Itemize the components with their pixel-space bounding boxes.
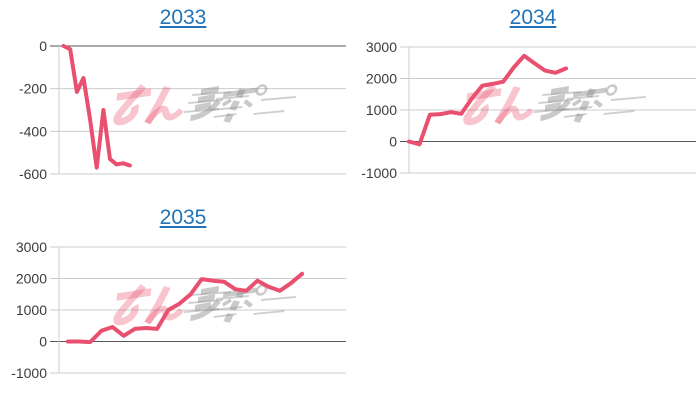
- chart-panel-1: 2033 0 -200 -400 -600 みんレポ: [0, 0, 350, 200]
- watermark-minrepo: みんレポ: [463, 84, 646, 126]
- series-line: [407, 53, 568, 147]
- y-axis-tick-label: -400: [19, 123, 47, 139]
- chart-panel-3: 2035 3000 2000 1000 0 -1000 みんレポ: [0, 200, 350, 400]
- y-axis-tick-label: -200: [19, 81, 47, 97]
- y-axis-tick-label: 3000: [366, 39, 397, 55]
- series-line: [61, 44, 132, 170]
- y-axis-tick-label: 2000: [16, 271, 47, 287]
- watermark-minrepo: みんレポ: [113, 84, 296, 126]
- chart-title-row: 2034: [350, 6, 700, 30]
- y-axis-tick-label: 0: [39, 38, 47, 54]
- series-line: [65, 271, 305, 345]
- chart-title-link[interactable]: 2033: [159, 6, 207, 29]
- y-axis-tick-label: -1000: [361, 165, 397, 181]
- y-axis-tick-label: -600: [19, 166, 47, 182]
- chart-title-link[interactable]: 2034: [509, 6, 557, 29]
- chart-title-link[interactable]: 2035: [159, 206, 207, 229]
- chart-panel-2: 2034 3000 2000 1000 0 -1000 みんレポ: [350, 0, 700, 200]
- y-axis-tick-label: -1000: [11, 365, 47, 381]
- line-chart: 3000 2000 1000 0 -1000 みんレポ: [11, 239, 346, 381]
- y-axis-tick-label: 0: [39, 334, 47, 350]
- line-chart: 3000 2000 1000 0 -1000 みんレポ: [361, 39, 696, 181]
- y-axis-tick-label: 2000: [366, 71, 397, 87]
- chart-title-row: 2033: [0, 6, 350, 30]
- chart-title-row: 2035: [0, 206, 350, 230]
- line-chart: 0 -200 -400 -600 みんレポ: [19, 38, 346, 182]
- y-axis-tick-label: 1000: [16, 302, 47, 318]
- y-axis-tick-label: 0: [389, 134, 397, 150]
- watermark-minrepo: みんレポ: [113, 284, 296, 326]
- y-axis-tick-label: 3000: [16, 239, 47, 255]
- y-axis-tick-label: 1000: [366, 102, 397, 118]
